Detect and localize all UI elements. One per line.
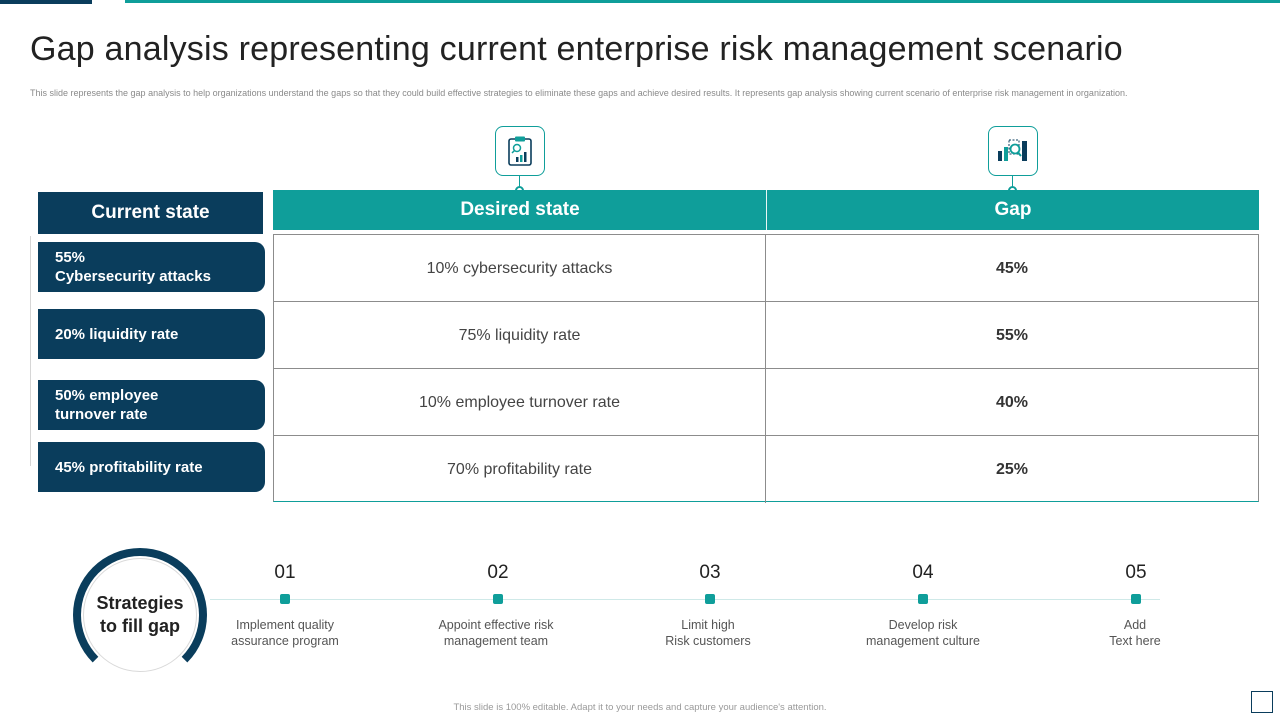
footer-note: This slide is 100% editable. Adapt it to… bbox=[453, 702, 827, 713]
desired-cell: 70% profitability rate bbox=[274, 436, 766, 503]
step-marker bbox=[1131, 594, 1141, 604]
step-text-line1: Limit high bbox=[681, 618, 735, 632]
top-accent-bar-teal bbox=[125, 0, 1280, 3]
current-state-item: 45% profitability rate bbox=[38, 442, 265, 492]
current-state-guide-line bbox=[30, 236, 31, 466]
corner-square-icon bbox=[1251, 691, 1273, 713]
current-state-item-line1: 50% employee bbox=[55, 387, 159, 404]
desired-cell: 10% cybersecurity attacks bbox=[274, 235, 766, 302]
step-number: 01 bbox=[274, 562, 296, 583]
step-number: 03 bbox=[699, 562, 721, 583]
step-marker bbox=[705, 594, 715, 604]
step-text-line2: management team bbox=[443, 634, 549, 648]
strategies-ring bbox=[73, 548, 207, 682]
step-text-line1: Appoint effective risk bbox=[438, 618, 554, 632]
step-number: 02 bbox=[487, 562, 509, 583]
gap-cell: 55% bbox=[995, 326, 1029, 344]
step-number: 05 bbox=[1125, 562, 1147, 583]
current-state-item-line1: 45% profitability rate bbox=[55, 458, 203, 476]
icon-connector bbox=[519, 176, 520, 188]
icon-connector bbox=[1012, 176, 1013, 188]
strategies-label: Strategies to fill gap bbox=[83, 592, 197, 638]
strategies-ring-inner bbox=[83, 558, 197, 672]
current-state-item-line2: Cybersecurity attacks bbox=[55, 268, 211, 285]
step-text: Add Text here bbox=[1055, 617, 1215, 649]
timeline-line bbox=[210, 599, 1160, 600]
current-state-header: Current state bbox=[38, 192, 263, 234]
step-text-line2: management culture bbox=[866, 634, 980, 648]
bar-chart-magnifier-icon bbox=[988, 126, 1038, 176]
gap-cell: 40% bbox=[995, 393, 1029, 411]
step-text-line1: Add bbox=[1123, 618, 1147, 632]
step-marker bbox=[493, 594, 503, 604]
step-text: Implement quality assurance program bbox=[205, 617, 365, 649]
current-state-item: 55% Cybersecurity attacks bbox=[38, 242, 265, 292]
table-row: 10% employee turnover rate 40% bbox=[274, 369, 1258, 436]
step-text: Appoint effective risk management team bbox=[416, 617, 576, 649]
header-divider bbox=[766, 190, 767, 230]
step-text-line2: Risk customers bbox=[665, 634, 751, 648]
step-text: Develop risk management culture bbox=[843, 617, 1003, 649]
gap-cell: 45% bbox=[995, 259, 1029, 277]
page-subtitle: This slide represents the gap analysis t… bbox=[30, 88, 1128, 98]
desired-cell: 10% employee turnover rate bbox=[274, 369, 766, 436]
gap-cell: 25% bbox=[995, 460, 1029, 478]
page-title: Gap analysis representing current enterp… bbox=[30, 30, 1123, 68]
current-state-item-line2: turnover rate bbox=[55, 406, 148, 423]
step-text-line1: Develop risk bbox=[888, 618, 958, 632]
step-number: 04 bbox=[912, 562, 934, 583]
strategies-label-line1: Strategies bbox=[96, 593, 184, 613]
desired-state-header: Desired state bbox=[273, 190, 767, 230]
current-state-item: 50% employee turnover rate bbox=[38, 380, 265, 430]
gap-table: 10% cybersecurity attacks 45% 75% liquid… bbox=[273, 234, 1259, 503]
table-row: 10% cybersecurity attacks 45% bbox=[274, 235, 1258, 302]
step-text-line1: Implement quality bbox=[236, 618, 334, 632]
step-marker bbox=[918, 594, 928, 604]
step-text-line2: assurance program bbox=[231, 634, 339, 648]
desired-cell: 75% liquidity rate bbox=[274, 302, 766, 369]
table-row: 75% liquidity rate 55% bbox=[274, 302, 1258, 369]
step-text: Limit high Risk customers bbox=[628, 617, 788, 649]
top-accent-bar-dark bbox=[0, 0, 92, 4]
step-marker bbox=[280, 594, 290, 604]
current-state-item-line1: 55% bbox=[55, 249, 86, 266]
clipboard-chart-icon bbox=[495, 126, 545, 176]
step-text-line2: Text here bbox=[1109, 634, 1161, 648]
current-state-item-line1: 20% liquidity rate bbox=[55, 325, 179, 343]
strategies-label-line2: to fill gap bbox=[100, 616, 180, 636]
current-state-item: 20% liquidity rate bbox=[38, 309, 265, 359]
gap-header: Gap bbox=[767, 190, 1259, 230]
table-row: 70% profitability rate 25% bbox=[274, 436, 1258, 503]
